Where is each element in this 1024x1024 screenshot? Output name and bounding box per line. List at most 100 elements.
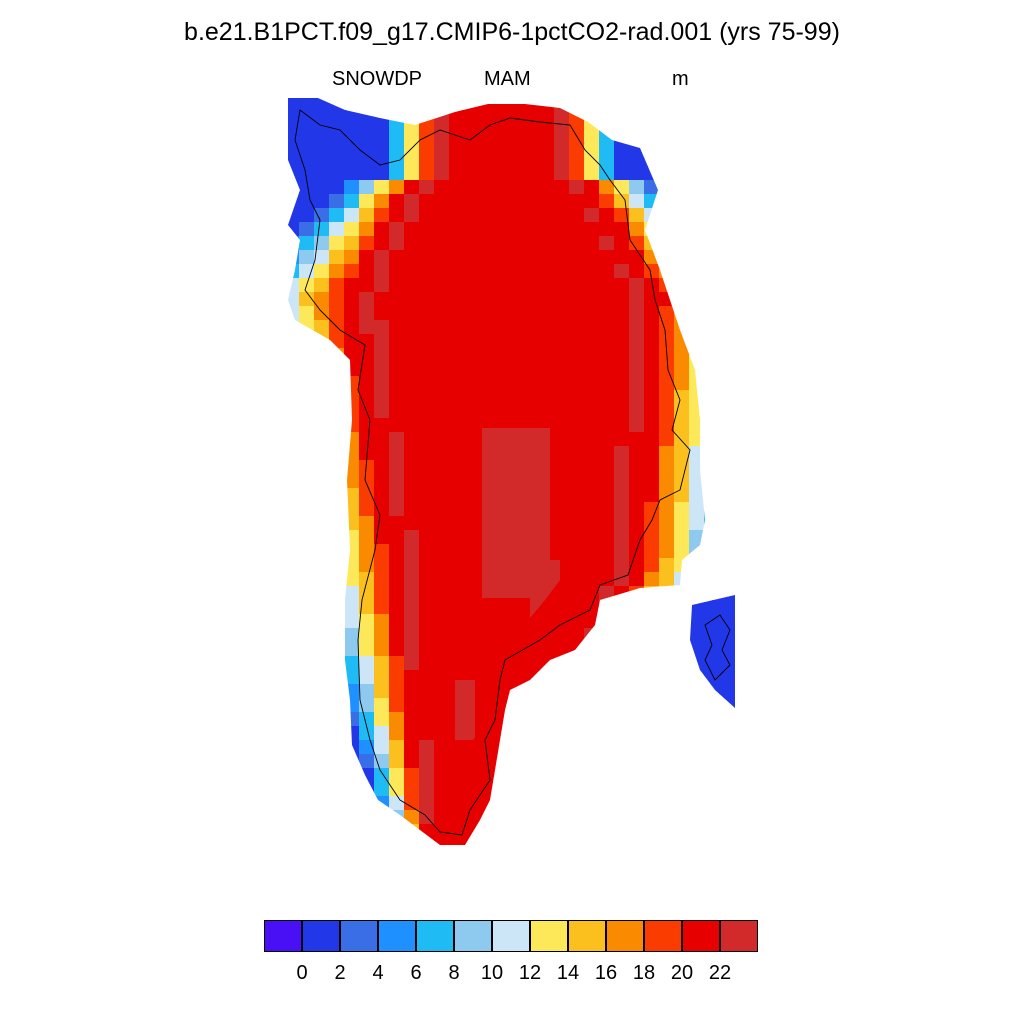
grid-cell [674,334,690,349]
grid-cell [554,236,570,251]
grid-cell [599,166,615,181]
grid-cell [344,796,360,811]
grid-cell [314,768,330,783]
grid-cell [374,446,390,461]
grid-cell [524,292,540,307]
grid-cell [288,796,300,811]
grid-cell [449,418,465,433]
grid-cell [719,684,735,699]
grid-cell [434,670,450,685]
grid-cell [329,488,345,503]
grid-cell [719,348,735,363]
grid-cell [614,530,630,545]
grid-cell [539,838,555,845]
grid-cell [599,516,615,531]
grid-cell [614,306,630,321]
grid-cell [509,404,525,419]
grid-cell [404,768,420,783]
grid-cell [464,474,480,489]
grid-cell [479,740,495,755]
grid-cell [344,138,360,153]
grid-cell [629,404,645,419]
grid-cell [659,166,675,181]
grid-cell [329,166,345,181]
grid-cell [359,712,375,727]
grid-cell [524,740,540,755]
grid-cell [479,670,495,685]
grid-cell [288,726,300,741]
grid-cell [299,418,315,433]
grid-cell [674,166,690,181]
grid-cell [569,502,585,517]
grid-cell [374,278,390,293]
grid-cell [554,502,570,517]
grid-cell [734,348,735,363]
grid-cell [464,292,480,307]
grid-cell [614,236,630,251]
grid-cell [644,124,660,139]
grid-cell [449,278,465,293]
grid-cell [434,390,450,405]
grid-cell [314,306,330,321]
grid-cell [704,488,720,503]
grid-cell [288,98,300,111]
grid-cell [719,432,735,447]
grid-cell [374,250,390,265]
grid-cell [509,810,525,825]
grid-cell [614,180,630,195]
colorbar-box [378,920,416,952]
grid-cell [704,502,720,517]
grid-cell [599,334,615,349]
grid-cell [404,684,420,699]
grid-cell [299,348,315,363]
grid-cell [719,810,735,825]
grid-cell [344,530,360,545]
grid-cell [734,98,735,111]
grid-cell [719,768,735,783]
grid-cell [329,250,345,265]
grid-cell [419,712,435,727]
grid-cell [404,418,420,433]
grid-cell [344,670,360,685]
grid-cell [689,166,705,181]
grid-cell [509,292,525,307]
grid-cell [344,502,360,517]
grid-cell [644,404,660,419]
grid-cell [494,152,510,167]
grid-cell [314,320,330,335]
colorbar-box [530,920,568,952]
grid-cell [449,250,465,265]
grid-cell [524,712,540,727]
grid-cell [734,502,735,517]
grid-cell [464,222,480,237]
grid-cell [299,222,315,237]
grid-cell [689,278,705,293]
grid-cell [288,670,300,685]
grid-cell [299,432,315,447]
grid-cell [569,670,585,685]
grid-cell [704,446,720,461]
grid-cell [479,712,495,727]
grid-cell [659,376,675,391]
grid-cell [288,138,300,153]
grid-cell [464,516,480,531]
grid-cell [329,292,345,307]
grid-cell [389,404,405,419]
grid-cell [299,236,315,251]
grid-cell [449,306,465,321]
grid-cell [434,418,450,433]
grid-cell [524,264,540,279]
colorbar-box [492,920,530,952]
grid-cell [524,404,540,419]
grid-cell [389,642,405,657]
grid-cell [689,390,705,405]
grid-cell [479,166,495,181]
grid-cell [419,446,435,461]
grid-cell [644,432,660,447]
grid-cell [734,740,735,755]
grid-cell [674,712,690,727]
grid-cell [479,236,495,251]
grid-cell [344,320,360,335]
grid-cell [344,222,360,237]
grid-cell [374,698,390,713]
